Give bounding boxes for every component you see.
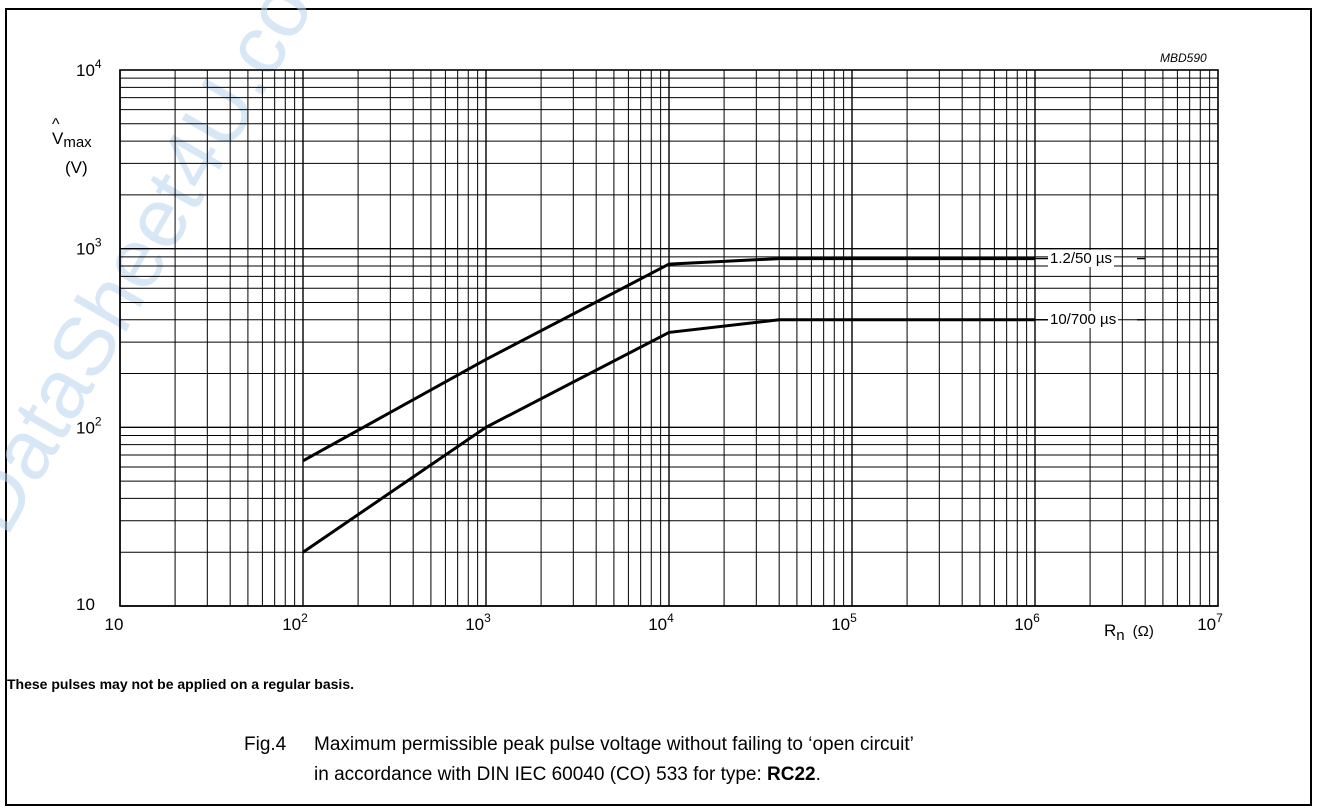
caption-text-2: in accordance with DIN IEC 60040 (CO) 53… [314,764,767,785]
y-tick-label: 103 [76,236,102,259]
x-tick-label: 103 [465,611,491,634]
caption-type-name: RC22 [767,764,816,785]
grid-layer [120,70,1218,606]
figure-code: MBD590 [1160,51,1207,65]
y-tick-label: 10 [76,595,95,614]
x-tick-label: 105 [831,611,857,634]
x-tick-label: 102 [282,611,308,634]
caption-text-1: Maximum permissible peak pulse voltage w… [314,734,914,755]
caption-text-2-end: . [816,764,821,785]
y-axis-accent: ^ [52,116,60,134]
figure-caption: Fig.4 Maximum permissible peak pulse volt… [244,730,914,790]
x-tick-label: 106 [1014,611,1040,634]
x-axis-label: Rn (Ω) [1104,621,1154,644]
x-tick-label: 10 [105,615,124,634]
x-axis-unit: (Ω) [1133,623,1154,640]
y-axis-subscript: max [63,134,91,151]
x-axis-symbol: R [1104,621,1116,640]
caption-line-2: in accordance with DIN IEC 60040 (CO) 53… [244,760,914,790]
y-tick-label: 102 [76,414,102,437]
series-label-1: 1.2/50 µs [1048,250,1114,267]
y-tick-label: 104 [76,57,102,80]
y-axis-unit: (V) [65,158,88,178]
caption-line-1: Fig.4 Maximum permissible peak pulse volt… [244,730,914,760]
series-label-2: 10/700 µs [1048,311,1118,328]
caption-fig-number: Fig.4 [244,730,314,760]
x-axis-subscript: n [1116,627,1124,644]
x-tick-label: 104 [648,611,674,634]
x-tick-label: 107 [1197,611,1223,634]
y-axis-label: ^ Vmax [52,130,92,152]
footnote: These pulses may not be applied on a reg… [7,676,354,692]
